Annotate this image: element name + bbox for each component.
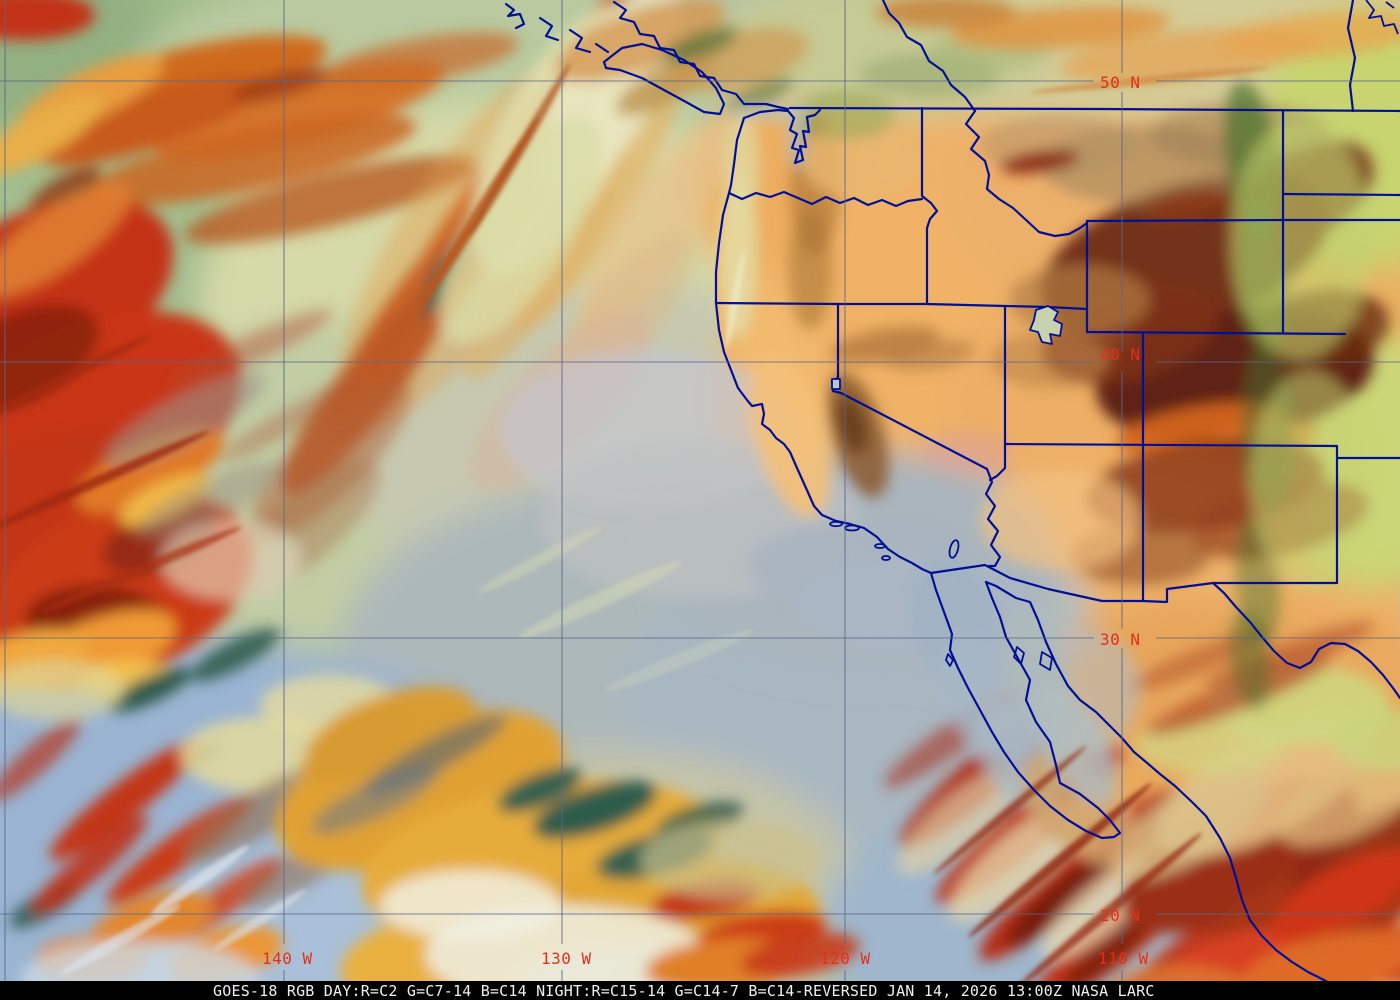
border-45n-path [1085,218,1400,223]
caption-background [0,981,1400,1000]
nm-tx-border-path [1211,444,1400,585]
salton-sea-outline [948,539,960,559]
vancouver-island-outline [602,42,726,116]
coastline-path [714,116,933,575]
lat-label-40n: 40 N [1100,345,1141,364]
bc-alberta-border-path [881,0,977,113]
nd-sd-border-path [1281,192,1400,197]
lat-label-30n: 30 N [1100,630,1141,649]
border-42n-path [714,301,1089,311]
great-salt-lake-outline [1029,305,1063,345]
caption-bar: GOES-18 RGB DAY:R=C2 G=C7-14 B=C14 NIGHT… [0,981,1400,1000]
sk-mb-border-path [1346,0,1357,113]
wa-or-border-path [727,190,924,208]
lon-label-130w: 130 W [541,949,592,968]
caption-text: GOES-18 RGB DAY:R=C2 G=C7-14 B=C14 NIGHT… [213,982,1155,1000]
lat-label-50n: 50 N [1100,73,1141,92]
lake-tahoe-outline [831,378,841,390]
id-mt-border-path [964,109,1089,238]
nv-az-border-path [988,442,1007,482]
lon-label-140w: 140 W [262,949,313,968]
idaho-west-border-path [920,106,939,306]
mexico-border-path [929,563,1400,700]
border-37n-path [1003,442,1339,448]
grid-labels: 50 N 40 N 30 N 20 N 140 W 130 W 120 W 11… [262,73,1149,968]
lon-label-120w: 120 W [820,949,871,968]
bc-mainland-coast-path [612,0,790,111]
bc-fjord-coast-path [504,2,610,54]
gulf-islands-outline [945,646,1053,671]
puget-sound-path [742,108,822,165]
border-41n-path [1085,330,1347,336]
border-layer [504,0,1400,994]
streak-layer [0,63,1270,988]
lon-label-110w: 110 W [1098,949,1149,968]
mexico-coast-path [984,580,1347,994]
canada-border-path [788,106,1400,113]
baja-coast-path [929,571,1122,840]
channel-islands-outline [829,520,891,561]
lat-label-20n: 20 N [1100,906,1141,925]
manitoba-lakes-outline [1365,0,1399,35]
